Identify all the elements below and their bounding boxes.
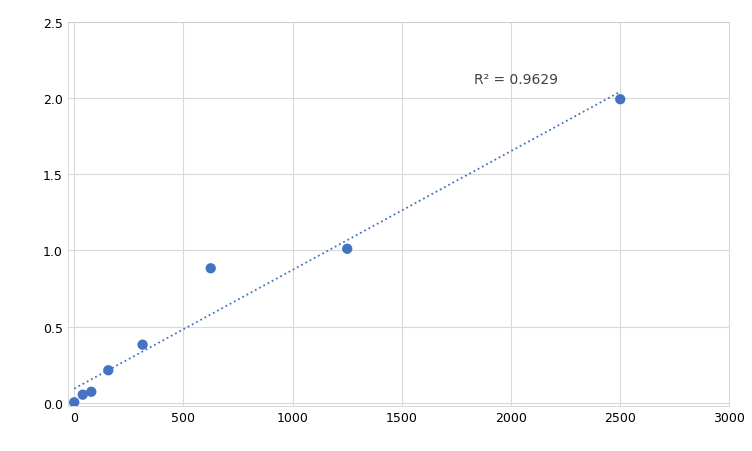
Point bbox=[85, 388, 97, 396]
Point bbox=[77, 391, 89, 398]
Point bbox=[102, 367, 114, 374]
Text: R² = 0.9629: R² = 0.9629 bbox=[474, 73, 558, 87]
Point bbox=[205, 265, 217, 272]
Point bbox=[341, 246, 353, 253]
Point bbox=[614, 97, 626, 104]
Point bbox=[137, 341, 149, 349]
Point bbox=[68, 399, 80, 406]
